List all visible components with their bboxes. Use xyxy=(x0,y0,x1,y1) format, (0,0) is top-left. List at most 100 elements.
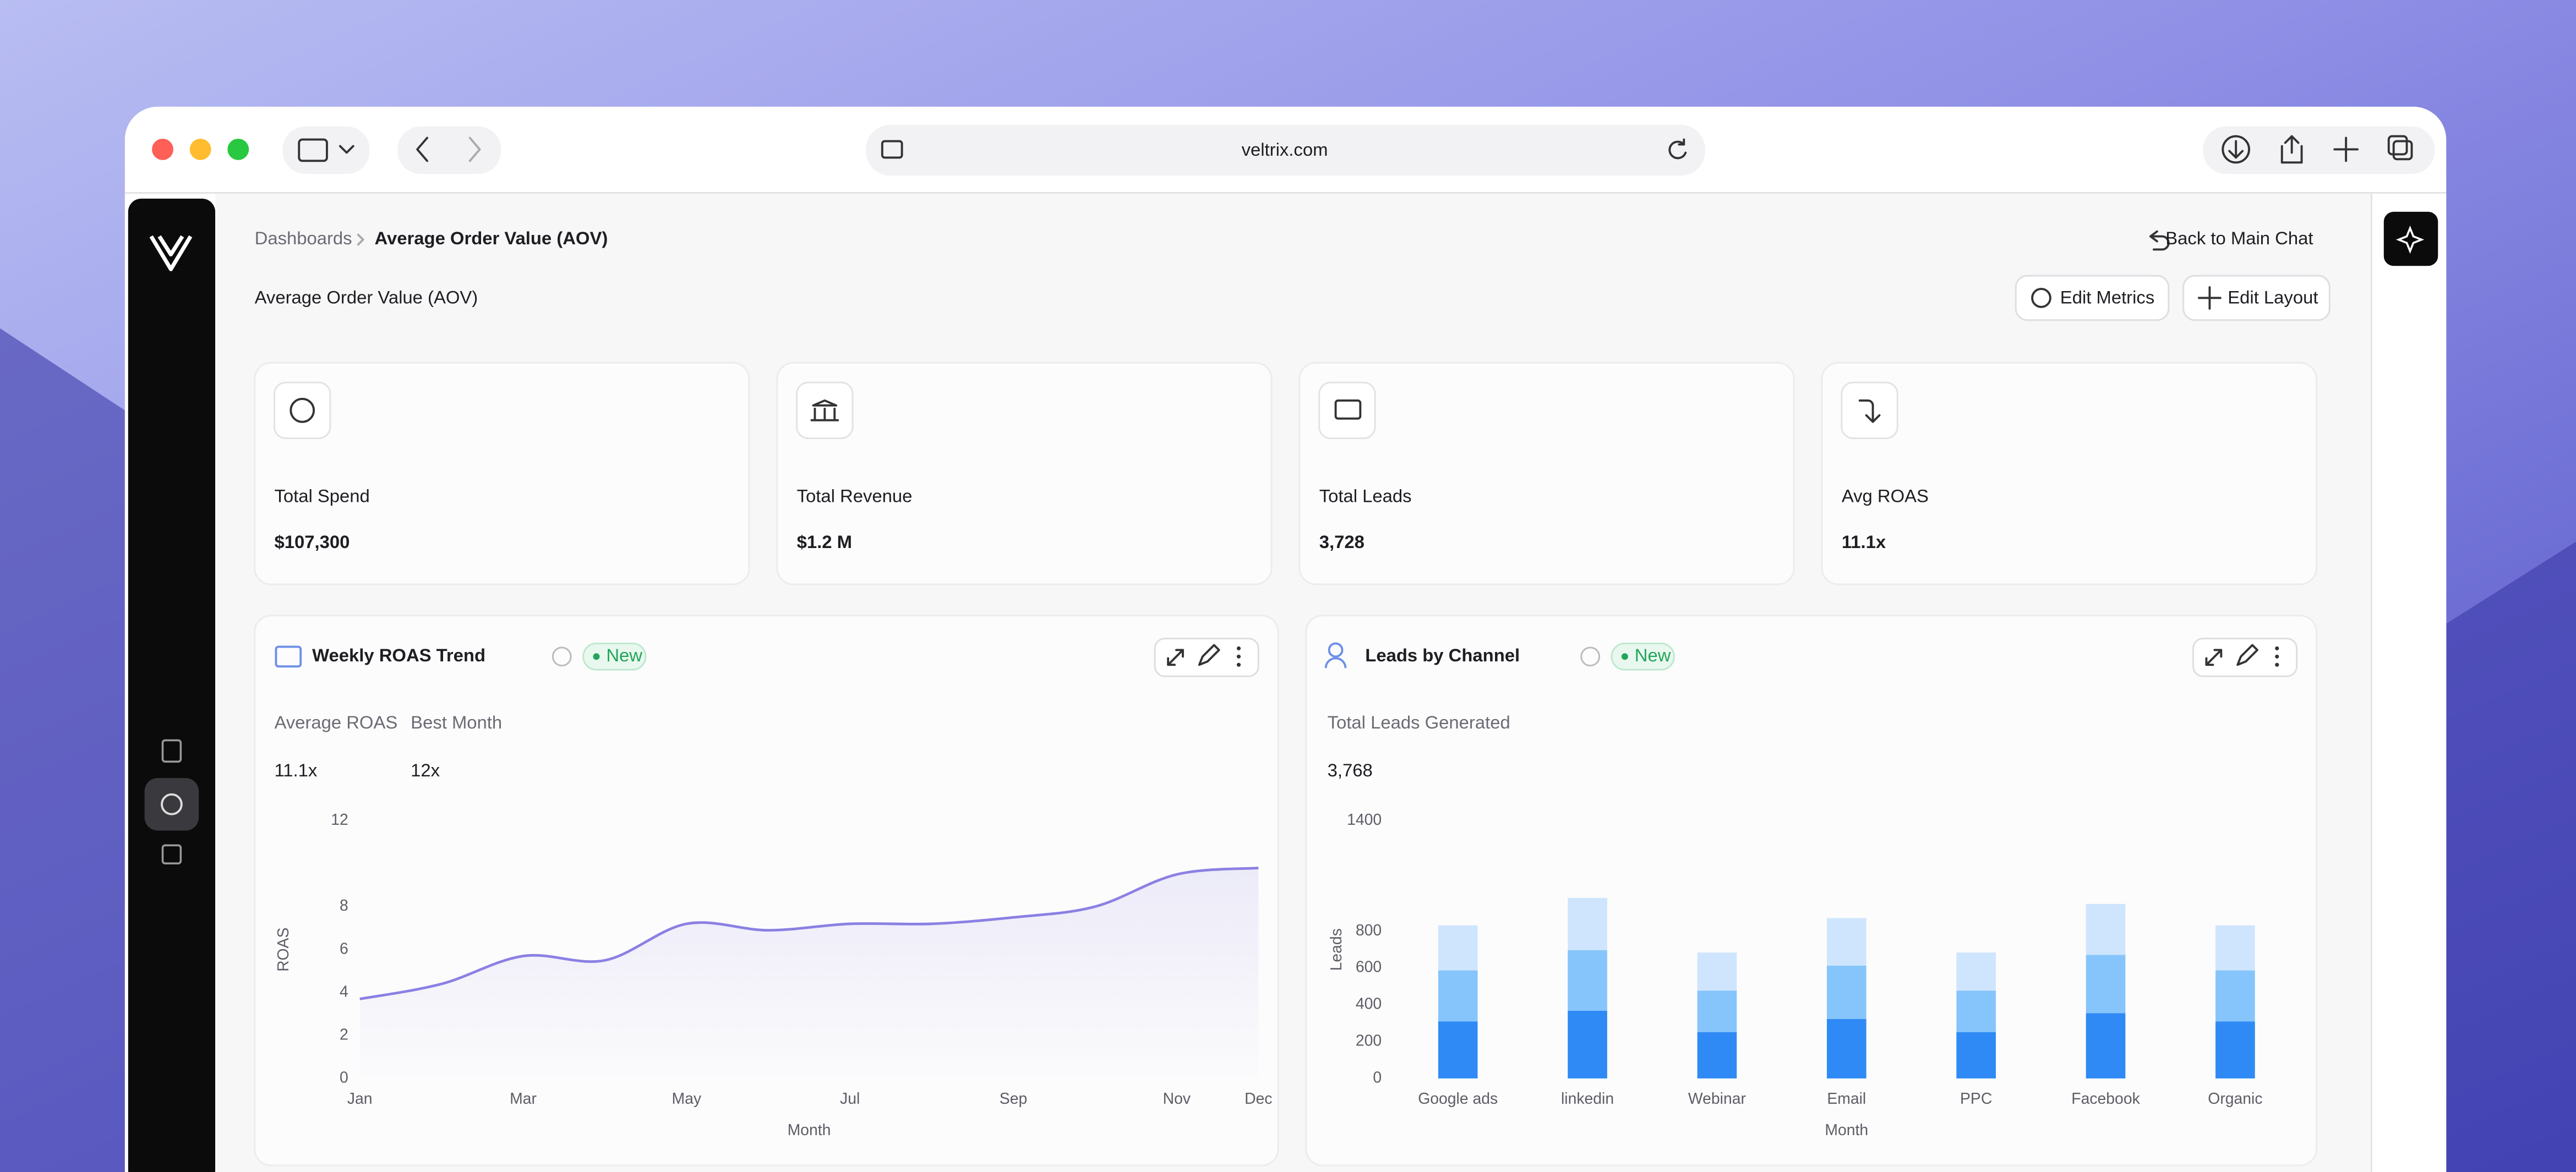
kpi-label: Total Leads xyxy=(1319,486,1412,506)
card-actions[interactable] xyxy=(2192,637,2298,677)
bar-segment xyxy=(1438,1021,1478,1078)
edit-button[interactable] xyxy=(1198,644,1220,666)
info-icon[interactable] xyxy=(552,647,572,667)
edit-metrics-button[interactable] xyxy=(2015,275,2170,321)
chart-icon xyxy=(275,645,302,668)
logo[interactable] xyxy=(149,235,193,271)
tabs-button[interactable] xyxy=(2392,140,2413,161)
chart-title: Leads by Channel xyxy=(1365,645,1520,665)
kpi-icons xyxy=(290,397,1881,423)
bar-segment xyxy=(1568,950,1607,1011)
ai-assistant-button[interactable] xyxy=(2383,211,2438,266)
kpi-value: $107,300 xyxy=(274,532,350,552)
kpi-label: Total Revenue xyxy=(797,486,913,506)
x-tick-label: Jul xyxy=(840,1090,860,1108)
minimize-button[interactable] xyxy=(189,139,211,160)
chart-card xyxy=(254,615,1279,1166)
share-button[interactable] xyxy=(2280,135,2303,164)
y-tick-label: 200 xyxy=(1356,1032,1382,1050)
y-tick-label: 0 xyxy=(340,1069,348,1086)
bar-segment xyxy=(1697,1032,1737,1078)
toolbar-buttons xyxy=(2203,126,2435,174)
y-axis-label: Leads xyxy=(1328,928,1345,971)
chart-card xyxy=(1305,615,2317,1166)
new-tab-button[interactable] xyxy=(2333,136,2359,162)
wallpaper-shape xyxy=(0,328,125,1172)
page-icon xyxy=(881,140,903,159)
bar-segment xyxy=(2215,970,2255,1022)
back-button[interactable] xyxy=(416,136,428,162)
bar-segment xyxy=(1697,990,1737,1032)
kpi-value: 11.1x xyxy=(1842,532,1886,552)
charts: Average ROAS 11.1x Best Month 12x 0 2 4 6 8 12 Mon… xyxy=(274,712,2262,1139)
kpi-icon-box xyxy=(1841,381,1898,440)
more-button[interactable] xyxy=(1236,646,1241,667)
x-tick-label: Sep xyxy=(1000,1090,1027,1108)
expand-button[interactable] xyxy=(1167,649,1184,666)
nav-buttons xyxy=(397,126,501,174)
y-tick-label: 2 xyxy=(340,1026,348,1043)
x-tick-label: PPC xyxy=(1960,1090,1992,1108)
more-button[interactable] xyxy=(2275,646,2279,667)
card-actions[interactable] xyxy=(1154,637,1259,677)
edit-layout-button[interactable] xyxy=(2182,275,2331,321)
expand-button[interactable] xyxy=(2205,649,2223,666)
bank-icon xyxy=(810,399,839,421)
edit-button[interactable] xyxy=(2236,644,2258,666)
bar-segment xyxy=(1697,952,1737,991)
line-area xyxy=(359,868,1259,1078)
back-icon xyxy=(2149,230,2170,251)
download-arrow xyxy=(2228,140,2244,159)
kpi-icon-box xyxy=(273,381,331,440)
reload-button[interactable] xyxy=(1668,138,1687,160)
address-bar[interactable] xyxy=(865,124,1706,176)
money-icon xyxy=(1334,399,1362,420)
bar-segment xyxy=(2086,903,2126,955)
sidebar-icon xyxy=(298,138,328,162)
x-tick-label: Jan xyxy=(347,1090,373,1108)
page-title: Average Order Value (AOV) xyxy=(255,287,478,308)
forward-button[interactable] xyxy=(468,136,481,162)
kpi-value: 3,728 xyxy=(1319,532,1365,552)
kpi-card xyxy=(1298,362,1795,585)
stat-label: Average ROAS xyxy=(274,712,397,732)
kpi-value: $1.2 M xyxy=(797,532,852,552)
documents-nav[interactable] xyxy=(161,739,182,763)
kpi-card xyxy=(254,362,750,585)
wallpaper-shape xyxy=(2446,541,2576,1172)
kpi-label: Total Spend xyxy=(274,486,369,506)
edit-metrics-label: Edit Metrics xyxy=(2060,287,2154,308)
y-tick-label: 600 xyxy=(1356,959,1382,976)
chat-icon xyxy=(161,793,183,815)
gear-icon xyxy=(2031,288,2051,308)
y-tick-label: 400 xyxy=(1356,995,1382,1013)
breadcrumb-current: Average Order Value (AOV) xyxy=(375,228,608,248)
bar-segment xyxy=(2086,1013,2126,1078)
move-icon xyxy=(2198,286,2222,310)
download-button[interactable] xyxy=(2222,135,2250,164)
bar-segment xyxy=(1826,965,1866,1019)
chat-nav-active[interactable] xyxy=(144,778,199,831)
bar-segment xyxy=(1568,1010,1607,1078)
bar-segment xyxy=(2215,925,2255,971)
x-tick-label: May xyxy=(672,1090,702,1108)
stat-value: 3,768 xyxy=(1328,760,1373,780)
x-axis-label: Month xyxy=(788,1121,831,1139)
zoom-button[interactable] xyxy=(227,139,249,160)
breadcrumb-link[interactable]: Dashboards xyxy=(255,228,352,248)
info-icon[interactable] xyxy=(1580,647,1601,667)
y-tick-label: 0 xyxy=(1373,1069,1382,1086)
x-axis-label: Month xyxy=(1825,1121,1868,1139)
bar-segment xyxy=(1956,990,1996,1032)
bar-segment xyxy=(1438,925,1478,971)
kpi-icon-box xyxy=(1318,381,1376,440)
badge-dot xyxy=(593,653,600,660)
reports-nav[interactable] xyxy=(161,844,182,864)
bar-segment xyxy=(1826,1018,1866,1078)
url: veltrix.com xyxy=(1242,139,1328,160)
back-to-main-chat[interactable]: Back to Main Chat xyxy=(2165,228,2313,248)
x-tick-label: Facebook xyxy=(2071,1090,2140,1108)
close-button[interactable] xyxy=(152,139,173,160)
